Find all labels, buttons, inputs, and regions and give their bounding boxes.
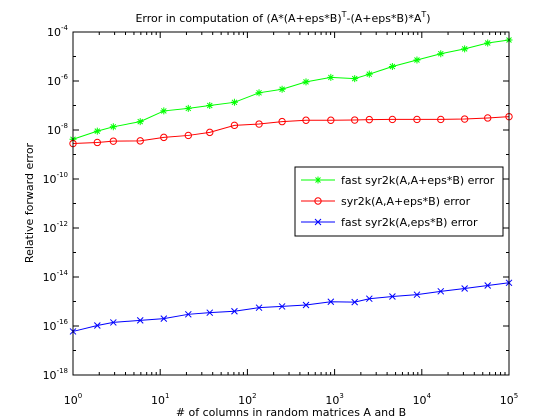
y-axis-label: Relative forward error (23, 142, 36, 263)
y-tick-label: 10-12 (43, 220, 68, 235)
data-point (437, 287, 445, 295)
data-point (206, 309, 214, 317)
data-point (413, 56, 421, 64)
data-point (160, 315, 168, 322)
y-tick-label: 10-18 (43, 367, 68, 382)
data-point (350, 116, 359, 124)
data-point (136, 118, 144, 126)
chart-title: Error in computation of (A*(A+eps*B)T-(A… (135, 10, 430, 25)
data-point (461, 45, 469, 53)
legend-label: syr2k(A,A+eps*B) error (341, 195, 471, 208)
data-point (484, 114, 492, 122)
data-point (93, 138, 102, 147)
data-point (160, 107, 168, 115)
data-point (184, 131, 192, 140)
data-point (365, 295, 373, 303)
data-point (460, 115, 469, 123)
data-point (230, 98, 238, 106)
series-line (72, 39, 510, 140)
data-point (93, 322, 101, 329)
data-point (388, 63, 396, 71)
y-tick-label: 10-6 (47, 73, 69, 88)
data-point (327, 116, 335, 124)
data-point (365, 70, 373, 78)
y-axis: 10-18 10-16 10-14 10-12 10-10 10-8 10-6 10-4 (43, 24, 509, 382)
data-point (109, 123, 117, 131)
data-point (484, 282, 492, 289)
x-tick-label: 100 (64, 392, 82, 407)
legend-label: fast syr2k(A,A+eps*B) error (341, 174, 495, 187)
data-point (136, 317, 144, 324)
data-point (437, 115, 445, 124)
data-point (437, 50, 445, 58)
data-point (351, 298, 359, 306)
data-point (365, 115, 374, 124)
legend-label: fast syr2k(A,eps*B) error (341, 216, 478, 229)
data-point (388, 115, 397, 124)
legend-marker (314, 197, 322, 205)
series-3 (69, 279, 513, 335)
y-tick-label: 10-8 (47, 122, 68, 137)
series-line (72, 116, 510, 145)
x-axis-label: # of columns in random matrices A and B (176, 406, 406, 419)
data-point (413, 115, 421, 124)
data-point (327, 298, 335, 306)
data-point (136, 137, 144, 145)
x-tick-label: 105 (500, 392, 518, 407)
data-point (109, 137, 118, 145)
legend-item: fast syr2k(A,eps*B) error (301, 216, 478, 229)
legend-marker (314, 218, 322, 226)
data-point (351, 75, 359, 83)
data-point (255, 304, 263, 312)
legend: fast syr2k(A,A+eps*B) error syr2k(A,A+eps… (294, 166, 504, 237)
data-point (184, 310, 192, 318)
y-tick-label: 10-10 (43, 171, 68, 186)
y-tick-label: 10-16 (43, 318, 69, 333)
data-point (484, 39, 492, 47)
legend-marker (314, 176, 322, 184)
x-tick-label: 102 (238, 392, 256, 407)
data-point (461, 285, 469, 292)
legend-item: syr2k(A,A+eps*B) error (301, 195, 471, 208)
data-point (160, 133, 168, 142)
data-point (230, 121, 239, 130)
data-point (184, 104, 192, 112)
data-point (302, 301, 310, 309)
data-point (302, 116, 310, 124)
x-axis: 100 101 102 103 104 105 (64, 32, 518, 407)
data-point (255, 89, 263, 97)
data-point (389, 293, 396, 300)
plot-frame (72, 31, 510, 376)
data-point (255, 120, 263, 128)
x-tick-label: 101 (151, 392, 169, 407)
data-point (206, 128, 214, 137)
data-point (93, 127, 101, 135)
data-point (278, 117, 286, 126)
x-tick-label: 103 (325, 392, 343, 407)
y-tick-label: 10-14 (43, 269, 69, 284)
series-line (72, 282, 510, 332)
data-point (327, 73, 335, 81)
series-2 (69, 112, 513, 148)
x-tick-label: 104 (413, 392, 432, 407)
data-point (231, 307, 238, 315)
data-point (206, 102, 214, 109)
legend-item: fast syr2k(A,A+eps*B) error (301, 174, 495, 187)
data-point (302, 78, 310, 86)
data-point (109, 319, 117, 326)
data-point (413, 291, 421, 299)
data-point (278, 85, 286, 93)
data-point (278, 303, 286, 310)
y-tick-label: 10-4 (47, 24, 69, 39)
